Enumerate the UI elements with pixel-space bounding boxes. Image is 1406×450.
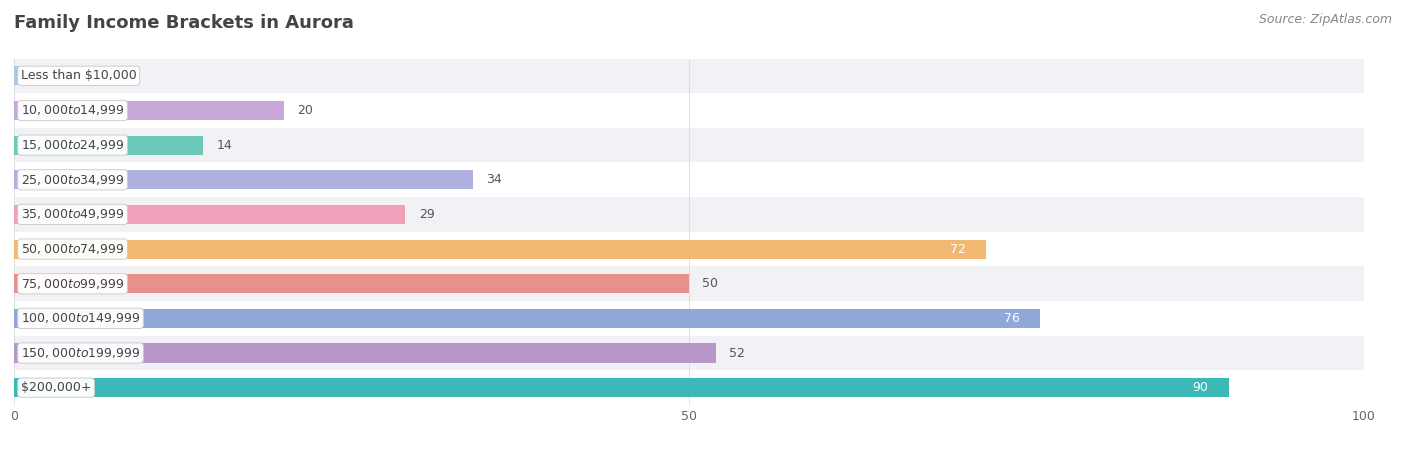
Bar [14, 370, 1364, 405]
Text: 50: 50 [703, 277, 718, 290]
Bar [14, 301, 1364, 336]
Text: 52: 52 [730, 346, 745, 360]
Text: $150,000 to $199,999: $150,000 to $199,999 [21, 346, 141, 360]
Text: $10,000 to $14,999: $10,000 to $14,999 [21, 104, 124, 117]
Text: $15,000 to $24,999: $15,000 to $24,999 [21, 138, 124, 152]
Bar [14, 128, 1364, 162]
Text: $35,000 to $49,999: $35,000 to $49,999 [21, 207, 124, 221]
Bar [14, 135, 202, 155]
Bar [14, 336, 1364, 370]
Bar [14, 58, 1364, 93]
Bar [14, 343, 716, 363]
Bar [14, 205, 405, 224]
Text: 76: 76 [1004, 312, 1019, 325]
Text: Less than $10,000: Less than $10,000 [21, 69, 136, 82]
Bar [14, 274, 689, 293]
Bar [14, 162, 1364, 197]
Bar [14, 93, 1364, 128]
Text: $200,000+: $200,000+ [21, 381, 91, 394]
Text: Family Income Brackets in Aurora: Family Income Brackets in Aurora [14, 14, 354, 32]
Text: 20: 20 [298, 104, 314, 117]
Bar [14, 170, 472, 189]
Bar [14, 101, 284, 120]
Text: $25,000 to $34,999: $25,000 to $34,999 [21, 173, 124, 187]
Text: $100,000 to $149,999: $100,000 to $149,999 [21, 311, 141, 325]
Text: $50,000 to $74,999: $50,000 to $74,999 [21, 242, 124, 256]
Text: Source: ZipAtlas.com: Source: ZipAtlas.com [1258, 14, 1392, 27]
Text: $75,000 to $99,999: $75,000 to $99,999 [21, 277, 124, 291]
Bar [14, 239, 986, 259]
Text: 72: 72 [950, 243, 966, 256]
Bar [14, 197, 1364, 232]
Bar [14, 232, 1364, 266]
Text: 34: 34 [486, 173, 502, 186]
Text: 14: 14 [217, 139, 232, 152]
Bar [14, 266, 1364, 301]
Bar [14, 66, 20, 86]
Text: 90: 90 [1192, 381, 1209, 394]
Bar [14, 378, 1229, 397]
Bar [14, 309, 1040, 328]
Text: 0: 0 [34, 69, 42, 82]
Text: 29: 29 [419, 208, 434, 221]
